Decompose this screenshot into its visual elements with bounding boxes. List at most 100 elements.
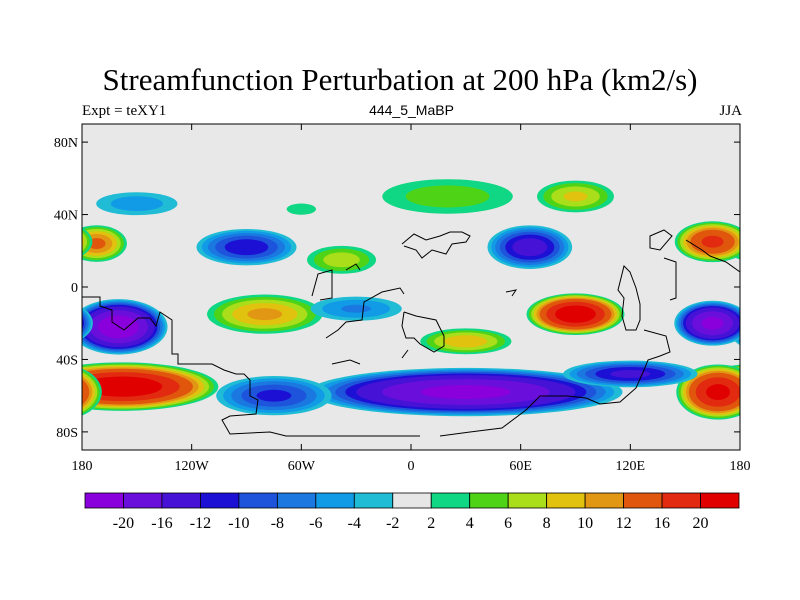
coastline-americas <box>82 296 420 437</box>
contour-feature <box>309 367 623 417</box>
contour-feature <box>420 328 512 355</box>
colorbar-label: 4 <box>466 515 474 532</box>
contour-band <box>701 316 724 330</box>
colorbar-label: -12 <box>190 515 211 532</box>
colorbar-swatch <box>353 492 394 509</box>
contour-feature <box>674 300 740 346</box>
y-tick-label: 80S <box>56 426 78 441</box>
colorbar-label: 20 <box>693 515 709 532</box>
contour-band <box>82 309 91 338</box>
y-tick-label: 40N <box>54 209 78 224</box>
contour-band <box>82 311 89 336</box>
contour-feature <box>307 245 377 274</box>
colorbar-label: -8 <box>271 515 284 532</box>
x-tick-label: 180 <box>730 459 751 474</box>
colorbar-swatch <box>123 492 163 509</box>
colorbar-swatch <box>238 492 278 509</box>
contour-band <box>740 377 800 397</box>
colorbar-label: -2 <box>386 515 399 532</box>
colorbar-label: -10 <box>228 515 249 532</box>
experiment-label: Expt = teXY1 <box>82 103 167 119</box>
colorbar-label: 8 <box>543 515 551 532</box>
contour-feature <box>563 360 698 388</box>
contour-band <box>82 379 90 405</box>
colorbar-label: -16 <box>151 515 172 532</box>
contour-band <box>737 319 740 335</box>
x-tick-label: 180 <box>72 459 93 474</box>
contour-band <box>82 307 93 339</box>
contour-band <box>341 304 372 313</box>
contour-band <box>734 315 740 339</box>
contour-band <box>563 191 588 202</box>
contour-feature <box>48 368 102 416</box>
contour-band <box>82 376 163 397</box>
contour-feature <box>32 227 93 256</box>
colorbar-swatch <box>661 492 701 509</box>
colorbar-swatch <box>276 492 317 509</box>
colorbar-swatch <box>507 492 548 509</box>
contour-band <box>746 238 764 249</box>
colorbar-label: 2 <box>427 515 435 532</box>
contour-band <box>444 335 488 348</box>
colorbar-swatch <box>430 492 471 509</box>
contour-feature <box>676 364 740 420</box>
contour-feature <box>28 307 93 339</box>
contour-feature <box>526 293 625 335</box>
contour-band <box>82 229 90 254</box>
contour-band <box>82 316 85 330</box>
contour-band <box>323 252 360 268</box>
coastlines <box>82 229 740 437</box>
colorbar-label: 6 <box>504 515 512 532</box>
contour-band <box>256 389 292 402</box>
contour-feature <box>487 225 573 269</box>
contour-band <box>421 385 511 399</box>
contour-band <box>732 312 740 341</box>
x-tick-label: 60W <box>288 459 316 474</box>
contour-band <box>28 308 82 339</box>
contour-band <box>82 232 88 252</box>
coastline-australia-antarctica <box>439 329 671 437</box>
x-tick-label: 120W <box>175 459 210 474</box>
contour-band <box>512 238 548 257</box>
x-tick-label: 60E <box>509 459 532 474</box>
contour-band <box>82 389 83 395</box>
contour-feature <box>310 296 402 321</box>
contour-feature <box>96 192 178 216</box>
y-tick-label: 40S <box>56 353 78 368</box>
contour-feature <box>196 228 297 266</box>
contour-band <box>701 235 724 248</box>
contour-band <box>32 230 76 254</box>
contour-feature <box>382 179 513 214</box>
contour-band <box>224 239 269 256</box>
contour-band <box>34 311 75 335</box>
colorbar-swatch <box>700 492 740 509</box>
colorbar-label: 10 <box>577 515 593 532</box>
y-tick-label: 0 <box>71 281 78 296</box>
contour-band <box>747 310 800 343</box>
colorbar-label: 12 <box>616 515 632 532</box>
colorbar-swatch <box>200 492 240 509</box>
contour-band <box>756 315 797 338</box>
colorbar-label: 16 <box>654 515 670 532</box>
colorbar-label: -4 <box>348 515 361 532</box>
colorbar-swatch <box>392 492 432 509</box>
season-label: JJA <box>719 103 742 119</box>
contour-feature <box>537 180 614 213</box>
chart-title: Streamfunction Perturbation at 200 hPa (… <box>102 62 698 97</box>
contour-band <box>110 196 163 212</box>
colorbar-label: -6 <box>309 515 322 532</box>
colorbar-swatch <box>469 492 509 509</box>
colorbar: -20 -16 -12 -10 -8 -6 -4 -2 2 4 6 8 10 12 16 20 <box>84 492 740 532</box>
contour-feature <box>216 376 332 416</box>
contour-band <box>247 308 283 321</box>
contour-band <box>48 384 72 400</box>
contour-feature <box>674 221 740 263</box>
x-tick-label: 0 <box>408 459 415 474</box>
coastline-africa <box>311 263 445 365</box>
run-label: 444_5_MaBP <box>369 102 454 118</box>
contour-feature <box>82 362 219 411</box>
coastline-eurasia <box>401 229 740 331</box>
colorbar-swatch <box>84 492 124 509</box>
contour-feature <box>82 225 127 262</box>
